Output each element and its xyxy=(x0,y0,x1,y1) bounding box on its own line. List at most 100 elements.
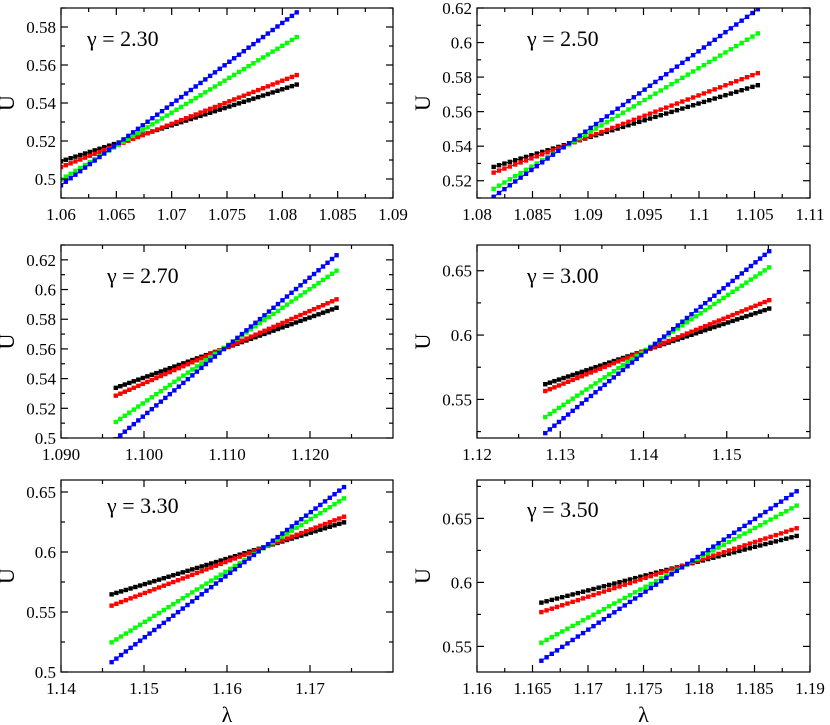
data-point xyxy=(579,374,585,379)
data-point xyxy=(577,135,583,141)
data-point xyxy=(217,81,222,86)
data-point xyxy=(251,61,256,66)
data-point xyxy=(308,516,314,522)
data-point xyxy=(275,80,280,85)
data-point xyxy=(701,62,707,68)
data-point xyxy=(289,524,295,529)
data-point xyxy=(137,583,143,588)
data-point xyxy=(773,539,779,544)
data-point xyxy=(253,332,258,337)
y-tick-label: 0.65 xyxy=(442,262,472,281)
data-point xyxy=(341,484,347,490)
data-point xyxy=(705,547,711,553)
data-point xyxy=(561,416,566,421)
data-point xyxy=(611,369,617,374)
data-point xyxy=(171,601,176,607)
data-point xyxy=(68,155,73,161)
data-point xyxy=(698,310,703,316)
data-point xyxy=(322,507,328,513)
data-point xyxy=(302,310,308,316)
data-point xyxy=(739,18,744,23)
data-point xyxy=(188,116,194,122)
data-point xyxy=(113,419,118,425)
data-point xyxy=(183,91,189,96)
x-tick-label: 1.185 xyxy=(735,679,773,698)
data-point xyxy=(712,301,717,307)
data-point xyxy=(773,532,779,538)
data-point xyxy=(311,271,317,277)
data-point xyxy=(552,385,557,390)
data-point xyxy=(750,84,755,90)
data-point xyxy=(627,580,633,586)
series-markers-red xyxy=(539,526,799,615)
data-point xyxy=(307,275,312,280)
data-point xyxy=(341,496,347,501)
data-point xyxy=(180,606,185,611)
data-point xyxy=(584,387,589,392)
data-point xyxy=(275,537,280,542)
data-point xyxy=(721,316,726,321)
data-point xyxy=(213,563,219,568)
data-point xyxy=(599,123,604,128)
data-point xyxy=(629,360,635,365)
data-point xyxy=(716,540,721,546)
y-tick-label: 0.54 xyxy=(26,370,56,389)
data-point xyxy=(109,592,114,597)
gamma-annotation: γ = 3.30 xyxy=(106,493,179,518)
data-point xyxy=(302,290,308,295)
data-point xyxy=(664,575,669,580)
data-point xyxy=(744,14,750,20)
data-point xyxy=(193,84,198,89)
data-point xyxy=(251,89,256,95)
data-point xyxy=(118,652,124,658)
data-point xyxy=(652,344,658,349)
data-point xyxy=(753,310,758,316)
data-point xyxy=(601,617,607,622)
data-point xyxy=(237,563,242,568)
data-point xyxy=(543,388,548,394)
data-point xyxy=(293,320,299,325)
data-point xyxy=(566,140,572,146)
data-point xyxy=(231,56,237,61)
data-point xyxy=(246,63,251,69)
data-point xyxy=(693,331,699,336)
data-point xyxy=(701,91,707,96)
data-point xyxy=(758,538,763,543)
data-point xyxy=(742,543,747,548)
data-point xyxy=(188,98,194,104)
y-tick-label: 0.55 xyxy=(26,603,56,622)
x-tick-label: 1.085 xyxy=(319,205,357,224)
gamma-annotation: γ = 2.70 xyxy=(106,263,179,288)
data-point xyxy=(63,162,69,168)
data-point xyxy=(133,625,138,630)
data-point xyxy=(128,596,133,601)
data-point xyxy=(289,37,295,43)
data-point xyxy=(246,98,251,103)
data-point xyxy=(570,599,575,605)
series-group xyxy=(109,484,347,665)
x-tick-label: 1.13 xyxy=(545,445,575,464)
data-point xyxy=(757,256,763,261)
data-point xyxy=(653,582,659,587)
y-tick-label: 0.5 xyxy=(35,663,56,682)
data-point xyxy=(172,367,177,373)
data-point xyxy=(685,97,690,102)
data-point xyxy=(620,102,626,108)
data-point xyxy=(593,131,599,137)
data-point xyxy=(549,634,555,640)
data-point xyxy=(190,357,195,363)
data-point xyxy=(723,29,728,35)
gamma-annotation: γ = 3.50 xyxy=(526,497,599,522)
data-point xyxy=(612,581,617,586)
data-point xyxy=(190,367,195,372)
data-point xyxy=(136,377,141,382)
data-point xyxy=(237,560,242,566)
data-point xyxy=(203,354,209,359)
data-point xyxy=(298,312,303,318)
data-point xyxy=(150,122,155,127)
data-point xyxy=(739,271,744,276)
data-point xyxy=(726,548,732,553)
data-point xyxy=(647,116,653,121)
x-tick-label: 1.14 xyxy=(629,445,659,464)
